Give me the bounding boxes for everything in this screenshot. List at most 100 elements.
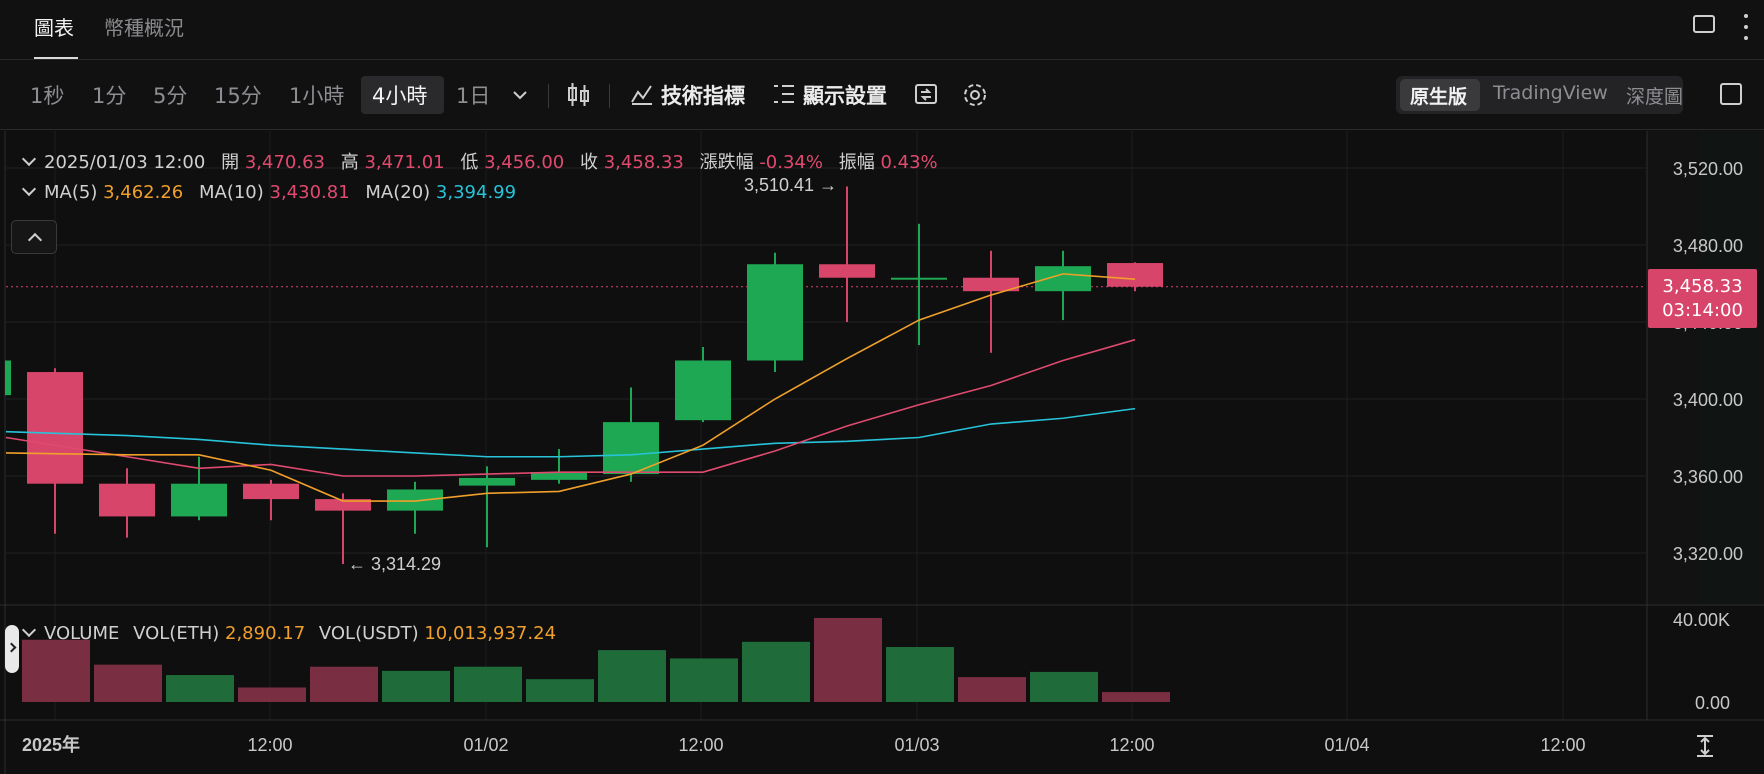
volume-bar bbox=[94, 664, 162, 702]
volume-bar bbox=[382, 670, 450, 702]
candle bbox=[1035, 250, 1091, 321]
x-tick-label: 01/03 bbox=[894, 735, 939, 755]
timeframe-dropdown-chevron-icon[interactable] bbox=[512, 90, 528, 102]
indicators-icon[interactable] bbox=[630, 82, 654, 106]
timeframe-5m[interactable]: 5分 bbox=[153, 84, 188, 108]
candle bbox=[171, 456, 227, 521]
candle bbox=[459, 466, 515, 548]
collapse-legend-button[interactable] bbox=[11, 220, 57, 254]
candle-body bbox=[675, 360, 731, 421]
volume-bar bbox=[1102, 692, 1170, 702]
volume-bar bbox=[166, 675, 234, 702]
legend-change-label: 漲跌幅 bbox=[699, 152, 754, 173]
x-tick-label: 01/04 bbox=[1324, 735, 1369, 755]
volume-bar bbox=[814, 617, 882, 702]
chart-toolbar: 1秒 1分 5分 15分 1小時 4小時 1日 技術指標 顯示設置 原生版 Tr… bbox=[0, 60, 1764, 130]
ma5-label: MA(5) bbox=[44, 182, 98, 203]
candle bbox=[747, 252, 803, 373]
side-panel-handle[interactable] bbox=[5, 625, 19, 673]
partial-candle-body bbox=[5, 360, 11, 396]
chevron-right-icon bbox=[6, 642, 17, 653]
volume-bar bbox=[886, 647, 954, 702]
candle bbox=[819, 186, 875, 322]
volume-bar bbox=[598, 650, 666, 702]
legend-open-label: 開 bbox=[221, 152, 240, 173]
candle-type-icon[interactable] bbox=[567, 82, 591, 108]
ma20-line bbox=[5, 407, 1136, 458]
legend-low: 3,456.00 bbox=[484, 152, 565, 173]
timeframe-1d[interactable]: 1日 bbox=[456, 84, 491, 108]
top-bar: 圖表 幣種概況 bbox=[0, 0, 1764, 60]
candle-body bbox=[1035, 266, 1091, 292]
x-tick-label: 12:00 bbox=[1109, 735, 1154, 755]
ma10-label: MA(10) bbox=[198, 182, 264, 203]
view-native[interactable]: 原生版 bbox=[1410, 86, 1468, 108]
volume-title: VOLUME bbox=[44, 623, 120, 644]
candle bbox=[27, 368, 83, 534]
legend-close-label: 收 bbox=[579, 152, 598, 173]
candle bbox=[1107, 262, 1163, 292]
panel-layout-icon[interactable] bbox=[1693, 15, 1715, 33]
axis-scale-icon[interactable] bbox=[1696, 735, 1714, 757]
indicators-button[interactable]: 技術指標 bbox=[661, 84, 745, 108]
ma10-line bbox=[5, 338, 1136, 477]
volume-bar bbox=[958, 677, 1026, 702]
volume-bar bbox=[238, 687, 306, 702]
toolbar-divider bbox=[609, 84, 610, 108]
volume-legend: VOLUME VOL(ETH) 2,890.17 VOL(USDT) 10,01… bbox=[18, 622, 557, 644]
tab-coin-overview[interactable]: 幣種概況 bbox=[104, 16, 184, 40]
view-depth[interactable]: 深度圖 bbox=[1626, 86, 1684, 108]
timeframe-4h[interactable]: 4小時 bbox=[372, 84, 428, 108]
view-tradingview[interactable]: TradingView bbox=[1493, 82, 1608, 104]
ma20-value: 3,394.99 bbox=[435, 182, 517, 203]
timeframe-15m[interactable]: 15分 bbox=[214, 84, 262, 108]
vol-usdt-value: 10,013,937.24 bbox=[424, 623, 557, 644]
y-tick-label: 3,320.00 bbox=[1673, 544, 1743, 564]
vol-eth-value: 2,890.17 bbox=[225, 623, 306, 644]
legend-high-label: 高 bbox=[340, 152, 359, 173]
vol-usdt-label: VOL(USDT) bbox=[318, 623, 419, 644]
chevron-down-icon[interactable] bbox=[21, 151, 37, 167]
legend-open: 3,470.63 bbox=[244, 152, 325, 173]
legend-high: 3,471.01 bbox=[364, 152, 445, 173]
legend-amplitude-label: 振幅 bbox=[838, 152, 875, 173]
fullscreen-icon[interactable] bbox=[1720, 83, 1742, 105]
candle bbox=[531, 449, 587, 484]
y-tick-label: 3,360.00 bbox=[1673, 467, 1743, 487]
legend-change: -0.34% bbox=[759, 152, 823, 173]
candle-body bbox=[459, 477, 515, 486]
more-options-icon[interactable] bbox=[1744, 14, 1748, 40]
candle-body bbox=[1107, 263, 1163, 287]
ohlc-legend: 2025/01/03 12:00 開 3,470.63 高 3,471.01 低… bbox=[18, 148, 938, 174]
candle-body bbox=[603, 422, 659, 475]
volume-bar bbox=[310, 666, 378, 702]
x-tick-label: 12:00 bbox=[247, 735, 292, 755]
price-axis-panel bbox=[1647, 131, 1764, 605]
volume-bar bbox=[670, 658, 738, 702]
timeframe-1h[interactable]: 1小時 bbox=[289, 84, 345, 108]
candle-body bbox=[819, 264, 875, 278]
ma20-label: MA(20) bbox=[365, 182, 431, 203]
chevron-up-icon bbox=[27, 232, 43, 248]
chevron-down-icon[interactable] bbox=[21, 622, 37, 638]
tab-chart[interactable]: 圖表 bbox=[34, 16, 74, 40]
timeframe-1m[interactable]: 1分 bbox=[92, 84, 127, 108]
candle bbox=[315, 493, 371, 564]
replay-icon[interactable] bbox=[914, 82, 938, 106]
price-axis-shade bbox=[1700, 131, 1760, 605]
legend-datetime: 2025/01/03 12:00 bbox=[44, 152, 206, 173]
settings-gear-icon[interactable] bbox=[962, 82, 988, 108]
active-timeframe-highlight bbox=[361, 76, 444, 114]
display-settings-button[interactable]: 顯示設置 bbox=[803, 84, 887, 108]
view-switcher-active bbox=[1400, 79, 1480, 111]
display-settings-icon[interactable] bbox=[773, 82, 795, 106]
timeframe-1s[interactable]: 1秒 bbox=[30, 84, 65, 108]
legend-amplitude: 0.43% bbox=[880, 152, 938, 173]
y-tick-label: 3,520.00 bbox=[1673, 159, 1743, 179]
candle bbox=[891, 223, 947, 346]
chevron-down-icon[interactable] bbox=[21, 181, 37, 197]
candle bbox=[99, 468, 155, 538]
candle-body bbox=[99, 483, 155, 517]
volume-bar bbox=[526, 679, 594, 702]
